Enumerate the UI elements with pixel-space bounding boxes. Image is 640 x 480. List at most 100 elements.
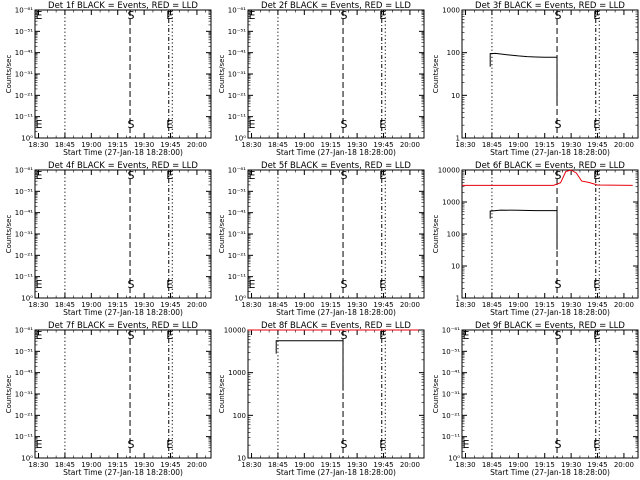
chart-9-marker-e-bottom: E (593, 438, 600, 451)
chart-9-y-axis-label: Counts/sec (432, 375, 440, 414)
chart-2-frame (247, 9, 425, 139)
chart-6-y-tick-label: 10 (451, 263, 460, 271)
chart-9-y-tick-label: 10⁻²¹ (442, 412, 460, 420)
chart-6-series-2-line (462, 169, 633, 186)
chart-6-y-tick-label: 1000 (442, 199, 460, 207)
chart-7-y-tick-label: 10⁻²¹ (15, 412, 33, 420)
chart-5-x-tick-label: 20:00 (400, 301, 420, 309)
chart-2-y-tick-label: 10⁻⁵¹ (228, 28, 246, 36)
chart-8-title: Det 8f BLACK = Events, RED = LLD (261, 321, 411, 331)
chart-2-x-axis-label: Start Time (27-Jan-18 18:28:00) (276, 148, 396, 157)
chart-9-y-tick-label: 10⁻⁵¹ (442, 348, 460, 356)
chart-4-y-tick-label: 10⁻¹¹ (15, 273, 33, 281)
chart-5-y-axis-label: Counts/sec (218, 215, 226, 254)
chart-9-marker-s-top: S (555, 329, 562, 342)
chart-6-marker-s-top: S (555, 169, 562, 182)
chart-4-y-tick-label: 10⁰ (21, 295, 33, 303)
chart-3-marker-e-top: E (593, 9, 600, 22)
chart-1-x-tick-label: 19:30 (134, 141, 154, 149)
chart-5-marker-e-bottom: E (379, 278, 386, 291)
chart-5-x-tick-label: 19:00 (294, 301, 314, 309)
chart-1-marker-s-bottom: S (128, 118, 135, 131)
chart-6-marker-e-bottom: E (593, 278, 600, 291)
chart-7-x-tick-label: 19:45 (160, 461, 180, 469)
chart-6-marker-s-bottom: S (555, 278, 562, 291)
chart-3-y-axis-label: Counts/sec (432, 55, 440, 94)
chart-7-y-tick-label: 10⁻⁵¹ (15, 348, 33, 356)
chart-4-x-tick-label: 19:15 (108, 301, 128, 309)
chart-6-x-tick-label: 20:00 (614, 301, 634, 309)
chart-2-x-tick-label: 19:00 (294, 141, 314, 149)
chart-8-y-axis-label: Counts/sec (218, 375, 226, 414)
chart-9-edge-e-top: E (463, 329, 470, 342)
chart-4-edge-e-bottom: E (36, 278, 43, 291)
chart-7-marker-e-top: E (166, 329, 173, 342)
chart-5-y-tick-label: 10⁰ (234, 295, 246, 303)
chart-4-y-tick-label: 10⁻⁴¹ (15, 209, 33, 217)
chart-9-x-tick-label: 19:30 (561, 461, 581, 469)
chart-8-y-tick-label: 100 (233, 412, 246, 420)
chart-5-marker-s-bottom: S (341, 278, 348, 291)
chart-1-y-tick-label: 10⁻²¹ (15, 92, 33, 100)
chart-9-y-tick-label: 10⁻³¹ (442, 391, 460, 399)
chart-2-edge-e-top: E (249, 9, 256, 22)
chart-3-x-tick-label: 18:30 (455, 141, 475, 149)
chart-1-marker-e-top: E (166, 9, 173, 22)
chart-7-x-tick-label: 19:30 (134, 461, 154, 469)
chart-2-y-tick-label: 10⁻³¹ (228, 71, 246, 79)
chart-6-x-axis-label: Start Time (27-Jan-18 18:28:00) (490, 308, 610, 317)
chart-5-x-tick-label: 18:30 (241, 301, 261, 309)
chart-4-title: Det 4f BLACK = Events, RED = LLD (48, 161, 198, 171)
chart-4-y-tick-label: 10⁻²¹ (15, 252, 33, 260)
chart-4-marker-s-top: S (128, 169, 135, 182)
chart-1-marker-e-bottom: E (166, 118, 173, 131)
chart-3-marker-e-bottom: E (593, 118, 600, 131)
chart-1-x-tick-label: 18:30 (28, 141, 48, 149)
chart-7-marker-s-top: S (128, 329, 135, 342)
chart-3-marker-s-top: S (555, 9, 562, 22)
chart-6-y-tick-label: 10000 (438, 167, 460, 175)
chart-5-y-tick-label: 10⁻⁶¹ (228, 167, 246, 175)
chart-4-marker-s-bottom: S (128, 278, 135, 291)
chart-1-y-axis-label: Counts/sec (5, 55, 13, 94)
chart-3-y-tick-label: 10 (451, 92, 460, 100)
chart-7-y-tick-label: 10⁻³¹ (15, 391, 33, 399)
chart-4-y-tick-label: 10⁻⁶¹ (15, 167, 33, 175)
chart-1-y-tick-label: 10⁻¹¹ (15, 113, 33, 121)
chart-8-x-tick-label: 19:00 (294, 461, 314, 469)
chart-5-y-tick-label: 10⁻⁴¹ (228, 209, 246, 217)
chart-1-x-tick-label: 19:45 (160, 141, 180, 149)
chart-3-x-tick-label: 18:45 (482, 141, 502, 149)
chart-2-x-tick-label: 18:45 (268, 141, 288, 149)
chart-5-title: Det 5f BLACK = Events, RED = LLD (261, 161, 411, 171)
chart-2-x-tick-label: 18:30 (241, 141, 261, 149)
chart-2-marker-e-bottom: E (379, 118, 386, 131)
chart-8-x-tick-label: 19:15 (321, 461, 341, 469)
chart-2-y-tick-label: 10⁻²¹ (228, 92, 246, 100)
chart-8-frame (247, 329, 425, 459)
chart-9-x-tick-label: 19:15 (535, 461, 555, 469)
chart-9-marker-s-bottom: S (555, 438, 562, 451)
chart-8-x-tick-label: 19:45 (373, 461, 393, 469)
chart-2-y-tick-label: 10⁻⁶¹ (228, 7, 246, 15)
chart-3-frame (461, 9, 639, 139)
chart-7-frame (34, 329, 212, 459)
chart-4-x-tick-label: 18:30 (28, 301, 48, 309)
chart-4-x-tick-label: 20:00 (187, 301, 207, 309)
chart-8-marker-e-top: E (379, 329, 386, 342)
chart-9-frame (461, 329, 639, 459)
chart-7-y-axis-label: Counts/sec (5, 375, 13, 414)
chart-3-title: Det 3f BLACK = Events, RED = LLD (475, 1, 625, 11)
chart-2-title: Det 2f BLACK = Events, RED = LLD (261, 1, 411, 11)
chart-7-x-tick-label: 20:00 (187, 461, 207, 469)
chart-2-x-tick-label: 19:15 (321, 141, 341, 149)
chart-4-x-tick-label: 18:45 (55, 301, 75, 309)
chart-5-frame (247, 169, 425, 299)
chart-4-marker-e-bottom: E (166, 278, 173, 291)
chart-6-x-tick-label: 19:45 (587, 301, 607, 309)
chart-2-edge-e-bottom: E (249, 118, 256, 131)
chart-1-x-tick-label: 18:45 (55, 141, 75, 149)
chart-7-x-tick-label: 19:15 (108, 461, 128, 469)
chart-6-x-tick-label: 19:15 (535, 301, 555, 309)
